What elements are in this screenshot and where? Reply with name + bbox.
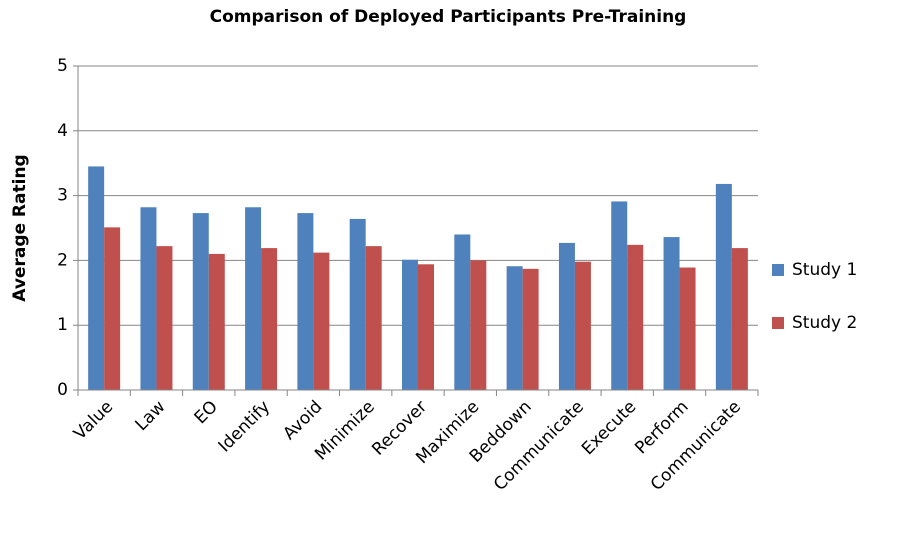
x-tick-label: Avoid [279,397,326,444]
bar [261,248,278,390]
bar [313,252,330,390]
x-tick-label: Law [131,397,169,435]
y-tick-label: 3 [57,186,68,206]
y-axis-label: Average Rating [10,154,30,301]
legend-swatch [772,317,784,329]
bar [470,260,487,390]
y-tick-label: 0 [57,380,68,400]
chart-title: Comparison of Deployed Participants Pre-… [210,7,687,27]
bar [506,266,523,390]
y-tick-label: 1 [57,315,68,335]
bar [402,259,418,390]
bar [88,166,105,390]
bar [297,213,314,390]
bar [454,234,471,390]
bar [611,201,628,390]
bar [192,213,209,390]
bar [418,264,434,390]
x-tick-label: Execute [578,397,640,459]
x-tick-label: Identify [215,397,275,457]
bar [731,248,748,390]
y-tick-label: 2 [57,250,68,270]
bar [156,246,173,390]
bar [208,253,225,390]
bar [365,246,382,390]
bar [679,267,696,390]
x-tick-label: Communicate [490,397,588,495]
legend-label: Study 1 [792,260,857,280]
legend-label: Study 2 [792,313,857,333]
bar [715,183,732,390]
bar [104,227,121,390]
x-tick-label: EO [191,397,222,428]
bar [140,207,157,390]
bar [627,244,644,390]
bar [574,261,591,390]
x-tick-label: Communicate [647,397,745,495]
bar [245,207,262,390]
y-tick-label: 5 [57,56,68,76]
x-tick-label: Value [70,397,117,444]
y-tick-label: 4 [57,121,68,141]
bar [349,218,366,390]
bar [663,237,680,390]
bar [522,268,539,390]
legend-swatch [772,264,784,276]
bar [558,242,575,390]
